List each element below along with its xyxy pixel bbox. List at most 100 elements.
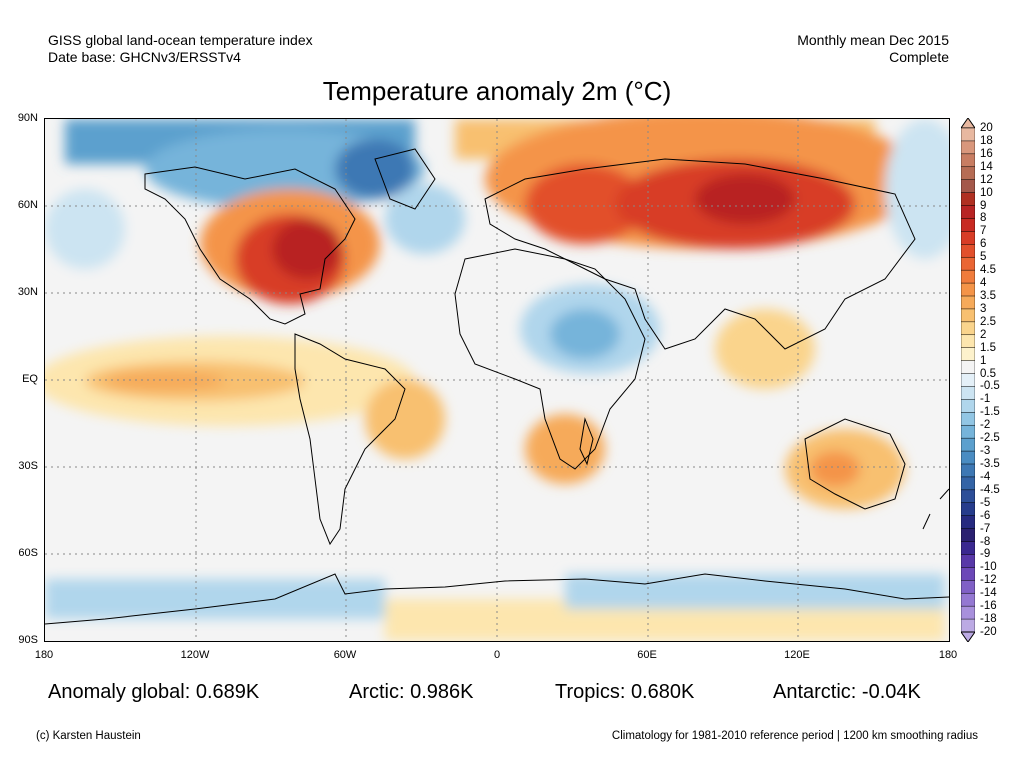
- colorbar-tick-label: -4: [980, 470, 991, 483]
- colorbar-swatch: [961, 244, 975, 258]
- colorbar: [961, 118, 975, 642]
- colorbar-swatch: [961, 282, 975, 297]
- colorbar-tick-label: -10: [980, 561, 997, 574]
- colorbar-tick-label: 14: [980, 160, 993, 173]
- colorbar-tick-label: 8: [980, 212, 987, 225]
- colorbar-swatch: [961, 153, 975, 168]
- lat-label-90s: 90S: [18, 634, 38, 646]
- lat-label-60n: 60N: [17, 199, 38, 211]
- colorbar-tick-label: -1: [980, 393, 991, 406]
- colorbar-swatch: [961, 605, 975, 620]
- stat-antarctic: Antarctic: -0.04K: [773, 681, 921, 703]
- lon-label-60w: 60W: [333, 649, 357, 661]
- colorbar-swatch: [961, 412, 975, 426]
- colorbar-swatch: [961, 205, 975, 220]
- lat-label-30n: 30N: [17, 286, 38, 298]
- colorbar-swatch: [961, 308, 975, 323]
- period-line-1: Monthly mean Dec 2015: [797, 32, 949, 48]
- stat-global: Anomaly global: 0.689K: [48, 681, 260, 703]
- lat-label-eq: EQ: [22, 373, 38, 385]
- colorbar-tick-label: 9: [980, 199, 987, 212]
- colorbar-tick-label: -6: [980, 509, 991, 522]
- colorbar-tick-label: -5: [980, 496, 991, 509]
- source-line-2: Date base: GHCNv3/ERSSTv4: [48, 49, 241, 65]
- coastlines: [45, 148, 949, 625]
- colorbar-tick-label: 3.5: [980, 290, 996, 302]
- colorbar-tick-label: -4.5: [980, 483, 1000, 496]
- colorbar-min-arrow: [961, 631, 975, 642]
- colorbar-swatch: [961, 437, 975, 452]
- footer-note: Climatology for 1981-2010 reference peri…: [611, 730, 978, 742]
- colorbar-swatch: [961, 502, 975, 517]
- colorbar-swatch: [961, 567, 975, 582]
- colorbar-swatch: [961, 424, 975, 439]
- colorbar-tick-label: 16: [980, 147, 993, 160]
- colorbar-tick-label: 3: [980, 302, 987, 315]
- colorbar-tick-label: -3.5: [980, 458, 1000, 470]
- colorbar-tick-label: -20: [980, 626, 997, 638]
- lat-label-90n: 90N: [17, 112, 38, 124]
- graticule: [45, 119, 949, 641]
- colorbar-tick-label: -9: [980, 548, 991, 561]
- colorbar-swatch: [961, 618, 975, 633]
- lon-label-180e: 180: [938, 649, 958, 661]
- colorbar-tick-label: -7: [980, 522, 991, 535]
- lat-label-30s: 30S: [18, 460, 38, 472]
- colorbar-tick-label: -1.5: [980, 406, 1000, 419]
- lat-label-60s: 60S: [18, 547, 38, 559]
- colorbar-tick-label: 0.5: [980, 367, 996, 380]
- colorbar-swatch: [961, 528, 975, 543]
- colorbar-tick-label: -8: [980, 535, 991, 548]
- colorbar-tick-label: 7: [980, 225, 987, 238]
- colorbar-swatch: [961, 321, 975, 336]
- footer-credit: (c) Karsten Haustein: [36, 730, 141, 742]
- lon-label-120e: 120E: [784, 649, 810, 661]
- colorbar-tick-label: -3: [980, 445, 991, 458]
- colorbar-tick-label: -14: [980, 587, 997, 600]
- colorbar-tick-label: -0.5: [980, 380, 1000, 393]
- colorbar-swatch: [961, 541, 975, 556]
- stat-arctic: Arctic: 0.986K: [349, 681, 474, 703]
- colorbar-swatch: [961, 463, 975, 478]
- map-canvas: [45, 119, 949, 641]
- colorbar-tick-label: 4: [980, 277, 987, 290]
- colorbar-tick-label: 5: [980, 251, 987, 264]
- colorbar-swatch: [961, 269, 975, 284]
- colorbar-tick-label: 2: [980, 328, 987, 341]
- colorbar-tick-label: 18: [980, 134, 993, 147]
- colorbar-swatch: [961, 231, 975, 246]
- temperature-anomaly-map: [44, 118, 950, 642]
- colorbar-swatch: [961, 450, 975, 465]
- colorbar-max-arrow: [961, 118, 975, 129]
- source-line-1: GISS global land-ocean temperature index: [48, 32, 313, 48]
- colorbar-swatch: [961, 580, 975, 594]
- colorbar-tick-label: 4.5: [980, 264, 996, 277]
- period-line-2: Complete: [889, 49, 949, 65]
- colorbar-swatch: [961, 476, 975, 491]
- colorbar-tick-label: -2.5: [980, 432, 1000, 445]
- colorbar-tick-label: 12: [980, 173, 993, 186]
- colorbar-tick-label: -16: [980, 600, 997, 613]
- colorbar-tick-label: 20: [980, 122, 993, 134]
- lon-label-60e: 60E: [637, 649, 657, 661]
- colorbar-swatch: [961, 127, 975, 142]
- lon-label-120w: 120W: [180, 649, 210, 661]
- colorbar-swatch: [961, 360, 975, 375]
- map-title: Temperature anomaly 2m (°C): [322, 76, 672, 106]
- colorbar-swatch: [961, 140, 975, 155]
- colorbar-swatch: [961, 554, 975, 569]
- lon-label-180w: 180: [34, 649, 54, 661]
- colorbar-tick-label: 10: [980, 186, 993, 199]
- lon-label-0: 0: [493, 649, 501, 661]
- colorbar-swatch: [961, 347, 975, 362]
- colorbar-tick-label: 2.5: [980, 315, 996, 328]
- colorbar-tick-label: -2: [980, 419, 991, 432]
- colorbar-tick-label: 1.5: [980, 341, 996, 354]
- colorbar-tick-label: 6: [980, 238, 987, 251]
- colorbar-swatch: [961, 592, 975, 607]
- colorbar-swatch: [961, 373, 975, 388]
- colorbar-swatch: [961, 386, 975, 401]
- colorbar-swatch: [961, 192, 975, 207]
- colorbar-swatch: [961, 489, 975, 504]
- colorbar-tick-label: -12: [980, 574, 997, 587]
